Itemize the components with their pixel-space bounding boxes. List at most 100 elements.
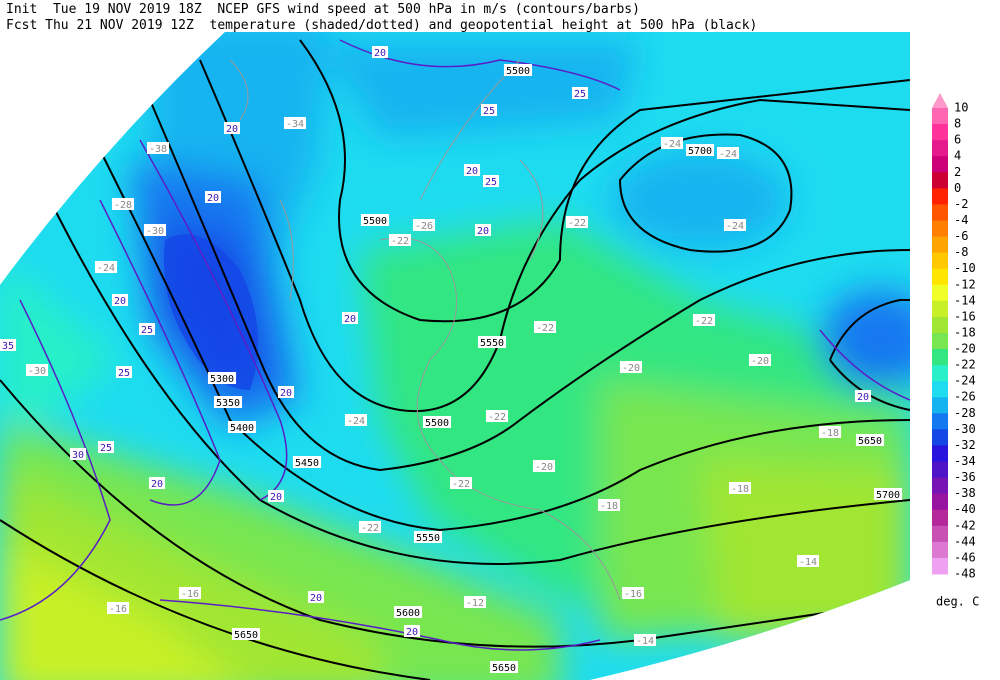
wind-label-box	[854, 390, 872, 402]
wind-label: 30	[72, 450, 84, 461]
colorbar-label: -30	[954, 422, 976, 436]
wind-label: 20	[270, 492, 282, 503]
temperature-label: -22	[568, 218, 586, 229]
colorbar-label: -24	[954, 374, 976, 388]
height-label-box	[489, 661, 519, 673]
wind-label: 35	[2, 341, 14, 352]
temperature-label: -24	[719, 149, 737, 160]
temperature-label-box	[485, 410, 509, 422]
temperature-label: -24	[97, 263, 115, 274]
temperature-label: -24	[347, 416, 365, 427]
colorbar-label: -38	[954, 486, 976, 500]
colorbar-label: -10	[954, 261, 976, 275]
temperature-label: -18	[821, 428, 839, 439]
height-label: 5500	[425, 418, 449, 429]
coastlines	[229, 59, 621, 601]
colorbar-label: -44	[954, 534, 976, 548]
colorbar-label: -14	[954, 293, 976, 307]
wind-label: 20	[280, 388, 292, 399]
colorbar-label: -40	[954, 502, 976, 516]
wind-label-box	[474, 224, 492, 236]
map: 5700 5500 5500 5550 5500 5300 5350 5400 5450 5550…	[0, 32, 910, 680]
colorbar-label: -20	[954, 342, 976, 356]
wind-label-box	[403, 625, 421, 637]
wind-label-box	[69, 448, 87, 460]
colorbar: 10 8 6 4 2 0 -2 -4 -6 -8 -10 -12 -14 -16 -18 -20 -22 -24 -…	[932, 93, 976, 581]
temperature-label-box	[796, 555, 820, 567]
wind-label: 25	[100, 443, 112, 454]
colorbar-box	[932, 365, 948, 382]
temperature-label: -24	[663, 139, 681, 150]
temperature-label: -14	[799, 557, 817, 568]
temperature-label: -20	[535, 462, 553, 473]
colorbar-label: -6	[954, 229, 968, 243]
temperature-label: -22	[695, 316, 713, 327]
temperature-label-box	[344, 414, 368, 426]
temperature-label: -22	[536, 323, 554, 334]
wind-label-box	[277, 386, 295, 398]
colorbar-box	[932, 140, 948, 157]
temperature-label: -30	[146, 226, 164, 237]
temperature-label-box	[633, 634, 657, 646]
colorbar-box	[932, 156, 948, 173]
colorbar-label: -28	[954, 406, 976, 420]
wind-label-box	[138, 323, 156, 335]
wind-label: 25	[574, 89, 586, 100]
wind-label-box	[463, 164, 481, 176]
colorbar-box	[932, 413, 948, 430]
wind-label-box	[204, 191, 222, 203]
temperature-label-box	[728, 482, 752, 494]
height-label-box	[503, 64, 533, 76]
wind-label: 20	[151, 479, 163, 490]
temperature-label-box	[716, 147, 740, 159]
colorbar-label: -16	[954, 309, 976, 323]
temperature-label: -22	[452, 479, 470, 490]
colorbar-box	[932, 108, 948, 125]
colorbar-box	[932, 381, 948, 398]
colorbar-box	[932, 252, 948, 270]
wind-label: 20	[344, 314, 356, 325]
wind-label: 25	[141, 325, 153, 336]
colorbar-label: 2	[954, 165, 961, 179]
header-line: Init Tue 19 NOV 2019 18Z NCEP GFS wind s…	[6, 2, 640, 17]
height-label-box	[360, 214, 390, 226]
wind-label: 20	[226, 124, 238, 135]
colorbar-label: 6	[954, 133, 961, 147]
wind-label-box	[371, 46, 389, 58]
height-label-box	[855, 434, 885, 446]
colorbar-label: 4	[954, 149, 961, 163]
colorbar-box	[932, 220, 948, 238]
colorbar-box	[932, 300, 948, 318]
temperature-label: -22	[361, 523, 379, 534]
temperature-label-box	[143, 224, 167, 236]
height-label: 5550	[480, 338, 504, 349]
temperature-label: -34	[286, 119, 304, 130]
colorbar-label: -48	[954, 567, 976, 581]
wind-label: 20	[310, 593, 322, 604]
temperature-label-box	[692, 314, 716, 326]
colorbar-box	[932, 332, 948, 350]
height-label-box	[231, 628, 261, 640]
colorbar-box	[932, 557, 948, 575]
temperature-label: -22	[488, 412, 506, 423]
wind-label-box	[480, 104, 498, 116]
height-label: 5650	[492, 663, 516, 674]
wind-label-box	[97, 441, 115, 453]
temperature-label: -28	[114, 200, 132, 211]
temperature-label-box	[597, 499, 621, 511]
height-label: 5700	[688, 146, 712, 157]
colorbar-box	[932, 284, 948, 302]
colorbar-label: -36	[954, 470, 976, 484]
temperature-label-box	[748, 354, 772, 366]
temperature-label-box	[532, 460, 556, 472]
temperature-label: -12	[466, 598, 484, 609]
temperature-label-box	[463, 596, 487, 608]
temperature-label: -16	[109, 604, 127, 615]
colorbar-label: -26	[954, 390, 976, 404]
wind-label: 25	[483, 106, 495, 117]
height-label: 5500	[363, 216, 387, 227]
colorbar-label: 0	[954, 181, 961, 195]
wind-label: 20	[207, 193, 219, 204]
